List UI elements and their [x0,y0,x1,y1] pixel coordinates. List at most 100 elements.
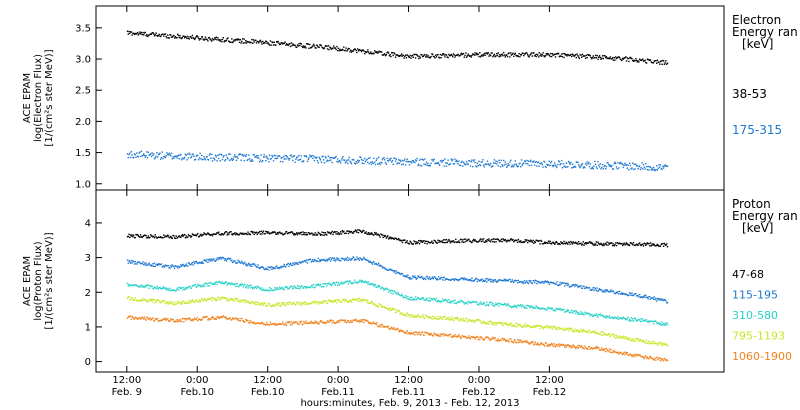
data-point [146,317,149,319]
data-point [225,316,228,319]
data-point [628,57,631,59]
data-point [407,295,409,298]
data-point [395,292,397,295]
data-point [656,243,659,246]
data-point [469,337,471,339]
data-point [399,239,401,242]
data-point [644,296,646,298]
data-point [165,287,167,289]
data-point [217,296,219,298]
data-point [591,56,594,59]
data-point [540,162,542,165]
data-point [663,324,666,326]
data-point [607,316,609,319]
data-point [452,158,454,161]
data-point [448,54,451,57]
data-point [392,270,394,272]
data-point [160,319,162,322]
data-point [635,59,638,62]
data-point [475,337,477,339]
data-point [152,236,154,238]
data-point [589,348,591,350]
data-point [321,259,323,261]
data-point [555,343,557,346]
data-point [358,160,360,162]
data-point [300,320,302,322]
data-point [556,344,558,347]
data-point [194,284,197,286]
data-point [361,162,363,164]
data-point [545,166,547,169]
data-point [353,49,355,51]
data-point [129,32,131,35]
legend-title: Electron [732,13,781,27]
data-point [489,320,491,323]
data-point [660,167,662,170]
data-point [613,163,615,165]
data-point [370,323,373,325]
data-point [194,38,196,41]
data-point [384,326,386,328]
data-point [138,317,140,319]
data-point [222,234,224,236]
data-point [243,38,245,40]
data-point [422,297,425,300]
data-point [144,299,146,301]
data-point [312,157,314,160]
data-point [564,242,566,245]
data-point [474,52,476,54]
data-point [309,286,311,288]
data-point [649,59,652,61]
data-point [171,237,173,239]
data-point [434,57,436,59]
data-point [455,335,457,338]
data-point [249,265,251,267]
data-point [538,325,540,327]
data-point [241,283,244,286]
data-point [399,329,401,331]
data-point [432,318,435,320]
data-point [306,160,309,163]
data-point [630,168,632,170]
data-point [155,288,157,290]
data-point [524,323,526,325]
data-point [347,49,349,51]
data-point [632,338,635,340]
data-point [516,304,519,307]
data-point [524,53,526,55]
data-point [244,154,246,157]
data-point [634,60,636,62]
data-point [343,281,345,284]
data-point [140,31,143,34]
data-point [144,318,146,320]
data-point [481,238,483,241]
data-point [484,54,486,56]
data-point [309,286,312,289]
data-point [275,157,278,160]
data-point [637,294,639,297]
data-point [466,163,469,165]
data-point [167,153,169,156]
data-point [319,321,321,323]
data-point [431,277,433,280]
data-point [558,284,560,286]
data-point [503,51,505,54]
data-point [316,301,319,303]
data-point [498,239,500,242]
data-point [242,320,245,322]
data-point [587,53,589,56]
data-point [510,159,512,161]
data-point [149,317,151,319]
data-point [203,298,205,300]
data-point [155,318,157,321]
data-point [564,344,567,346]
data-point [366,259,368,262]
data-point [638,296,640,298]
data-point [558,55,560,58]
data-point [232,158,234,160]
data-point [406,312,408,314]
data-point [199,38,201,40]
data-point [452,278,455,280]
data-point [224,259,226,261]
data-point [429,165,431,167]
